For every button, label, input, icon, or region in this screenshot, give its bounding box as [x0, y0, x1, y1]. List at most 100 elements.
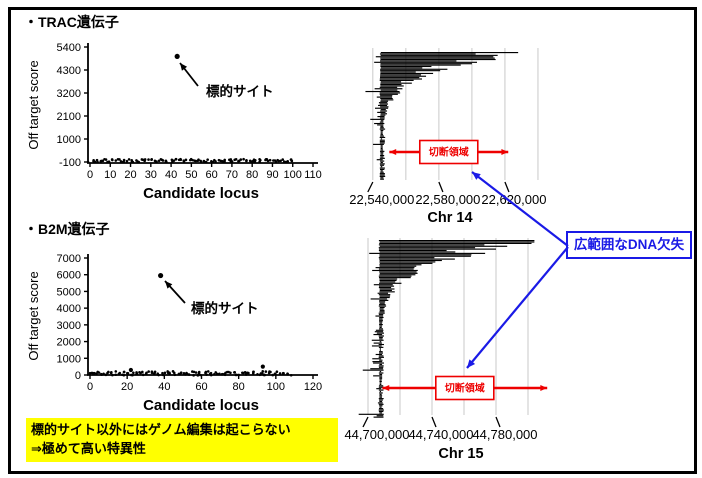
- specificity-note-line2: ⇒極めて高い特異性: [31, 440, 146, 456]
- deletion-bar: [380, 84, 402, 86]
- deletion-bar: [373, 375, 383, 377]
- deletion-bar: [379, 318, 383, 320]
- deletion-bar: [380, 177, 384, 179]
- deletion-bar: [379, 103, 389, 105]
- deletion-bar: [378, 294, 391, 296]
- deletion-bar: [380, 146, 383, 148]
- x-tick-label: 20: [124, 169, 136, 181]
- deletion-bar: [379, 412, 383, 414]
- deletion-bar: [379, 338, 383, 340]
- cleavage-region-box: [435, 375, 495, 401]
- deletion-bar: [380, 106, 389, 108]
- data-point: [276, 158, 279, 162]
- x-tick-label: 100: [267, 381, 285, 393]
- x-tick-label: 0: [87, 381, 93, 393]
- data-point: [114, 370, 118, 373]
- deletion-bar: [380, 99, 394, 101]
- deletion-bar: [379, 93, 398, 95]
- data-point: [206, 158, 209, 161]
- data-point: [197, 370, 201, 374]
- deletion-bar: [380, 178, 384, 180]
- deletion-bar: [379, 53, 476, 55]
- data-point: [234, 157, 238, 161]
- deletion-bar: [379, 279, 397, 282]
- axis-tick-label: 22,620,000: [481, 192, 546, 207]
- data-point: [150, 158, 154, 161]
- data-point: [137, 160, 141, 164]
- cleavage-region-arrow-head: [501, 148, 509, 156]
- deletion-bar: [380, 97, 393, 100]
- data-point: [132, 371, 135, 375]
- data-point: [192, 374, 195, 377]
- trac-gene-heading: ・TRAC遺伝子: [24, 14, 119, 30]
- deletion-bar: [379, 406, 382, 408]
- deletion-bar: [380, 82, 412, 84]
- x-tick-label: 40: [158, 381, 170, 393]
- target-site-arrow-head: [180, 63, 188, 71]
- data-point: [204, 160, 208, 164]
- data-point: [271, 373, 275, 377]
- x-tick-label: 100: [284, 169, 302, 181]
- deletion-bar: [380, 89, 398, 91]
- deletion-bar: [378, 355, 384, 357]
- figure-border: [8, 7, 697, 474]
- deletion-bar: [378, 398, 384, 400]
- deletion-bar: [379, 271, 417, 273]
- x-tick-label: 20: [121, 381, 133, 393]
- data-point: [269, 370, 272, 374]
- x-tick-label: 80: [246, 169, 258, 181]
- data-point: [192, 370, 196, 374]
- deletion-bar: [379, 254, 472, 256]
- deletion-bar: [379, 319, 383, 321]
- data-point: [286, 373, 290, 376]
- deletion-bar: [378, 365, 384, 367]
- deletion-bar: [378, 409, 384, 411]
- data-point: [205, 373, 208, 376]
- x-axis-title: Candidate locus: [143, 397, 259, 414]
- data-point: [229, 371, 232, 375]
- data-point: [263, 373, 266, 377]
- deletion-bar: [380, 60, 457, 62]
- chromosome-label: Chr 14: [427, 210, 472, 226]
- deletion-bar: [379, 173, 385, 175]
- data-point: [282, 372, 285, 375]
- data-point: [260, 372, 264, 375]
- deletion-bar: [380, 81, 402, 83]
- x-tick-label: 40: [165, 169, 177, 181]
- y-tick-label: 3000: [57, 320, 81, 332]
- deletion-bar: [379, 150, 385, 152]
- deletion-bar: [380, 164, 385, 166]
- data-point: [126, 372, 130, 375]
- x-tick-label: 70: [226, 169, 238, 181]
- deletion-bar: [374, 331, 384, 333]
- deletion-bar: [379, 311, 385, 313]
- data-point: [122, 160, 126, 164]
- deletion-bar: [379, 117, 385, 119]
- deletion-bar: [379, 308, 384, 310]
- deletion-bar: [377, 292, 389, 294]
- deletion-bar: [379, 348, 381, 350]
- x-tick-label: 120: [304, 381, 322, 393]
- deletion-bar: [379, 167, 385, 169]
- data-point: [147, 370, 150, 373]
- deletion-bar: [379, 399, 383, 401]
- data-point: [173, 373, 177, 377]
- data-point: [125, 159, 129, 163]
- data-point: [161, 159, 165, 162]
- data-point: [237, 373, 241, 377]
- data-point: [107, 160, 111, 163]
- cleavage-region-arrow-head: [540, 384, 548, 392]
- data-point: [161, 373, 165, 377]
- axis-tick-label: 44,780,000: [472, 427, 537, 442]
- data-point: [245, 158, 248, 162]
- data-point: [223, 373, 227, 377]
- deletion-bar: [373, 416, 384, 418]
- deletion-bar: [378, 343, 384, 346]
- axis-tick-slant: [438, 181, 444, 193]
- deletion-bar: [380, 166, 383, 168]
- data-point: [184, 158, 188, 162]
- deletion-bar: [379, 265, 417, 267]
- deletion-bar: [379, 302, 385, 304]
- deletion-bar: [379, 136, 386, 139]
- deletion-bar: [375, 353, 383, 356]
